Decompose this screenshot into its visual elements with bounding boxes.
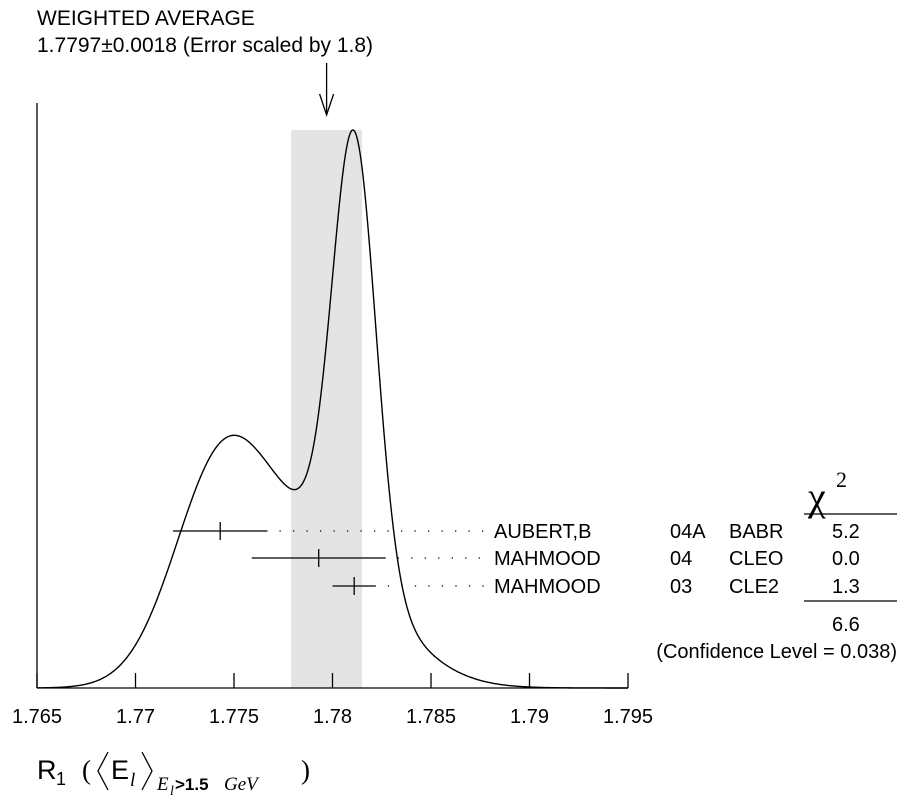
x-label-paren-close: ) — [301, 755, 310, 785]
measurement-author: MAHMOOD — [494, 548, 601, 570]
x-label-cond-rest: >1.5 — [175, 775, 209, 794]
x-axis-ticks: 1.765 1.77 1.775 1.78 1.785 1.79 1.795 — [12, 673, 653, 728]
chart-title: WEIGHTED AVERAGE — [37, 7, 255, 30]
measurement-year: 03 — [670, 576, 692, 598]
measurement-row: MAHMOOD 03 CLE2 1.3 — [332, 576, 860, 598]
measurement-chi2: 5.2 — [832, 521, 860, 543]
x-label-E: E — [111, 755, 129, 785]
chi2-total: 6.6 — [832, 614, 860, 636]
x-tick-label: 1.785 — [406, 706, 456, 728]
average-arrow — [318, 63, 335, 118]
measurement-experiment: BABR — [729, 521, 783, 543]
measurement-chi2: 0.0 — [832, 548, 860, 570]
x-label-langle — [97, 751, 109, 791]
x-tick-label: 1.79 — [510, 706, 549, 728]
x-tick-label: 1.775 — [209, 706, 259, 728]
measurement-row: AUBERT,B 04A BABR 5.2 — [172, 521, 860, 543]
measurement-experiment: CLEO — [729, 548, 783, 570]
x-label-cond-l: l — [170, 784, 174, 795]
x-label-R: R — [37, 755, 57, 785]
x-label-paren-open: ( — [82, 755, 91, 785]
x-label-cond-unit: GeV — [224, 774, 260, 795]
chi2-power: 2 — [836, 467, 847, 492]
x-label-cond-E: E — [156, 774, 169, 795]
x-tick-label: 1.765 — [12, 706, 62, 728]
x-tick-label: 1.795 — [603, 706, 653, 728]
chart-subtitle: 1.7797±0.0018 (Error scaled by 1.8) — [37, 34, 373, 57]
ideogram-curve — [36, 129, 628, 689]
measurement-year: 04A — [670, 521, 706, 543]
measurement-experiment: CLE2 — [729, 576, 779, 598]
x-label-sub: 1 — [56, 769, 66, 789]
confidence-level: (Confidence Level = 0.038) — [656, 641, 897, 663]
x-tick-label: 1.77 — [116, 706, 155, 728]
measurement-chi2: 1.3 — [832, 576, 860, 598]
measurement-year: 04 — [670, 548, 692, 570]
x-tick-label: 1.78 — [313, 706, 352, 728]
measurement-author: MAHMOOD — [494, 576, 601, 598]
average-error-band — [291, 130, 363, 688]
measurement-author: AUBERT,B — [494, 521, 591, 543]
x-axis-label: R 1 ( E l E l >1.5 GeV ) — [37, 751, 310, 795]
measurement-row: MAHMOOD 04 CLEO 0.0 — [251, 548, 860, 570]
chi2-header: χ 2 — [807, 467, 847, 519]
x-label-rangle — [141, 751, 153, 791]
chi2-symbol: χ — [807, 474, 826, 519]
x-label-E-sub: l — [130, 770, 135, 791]
